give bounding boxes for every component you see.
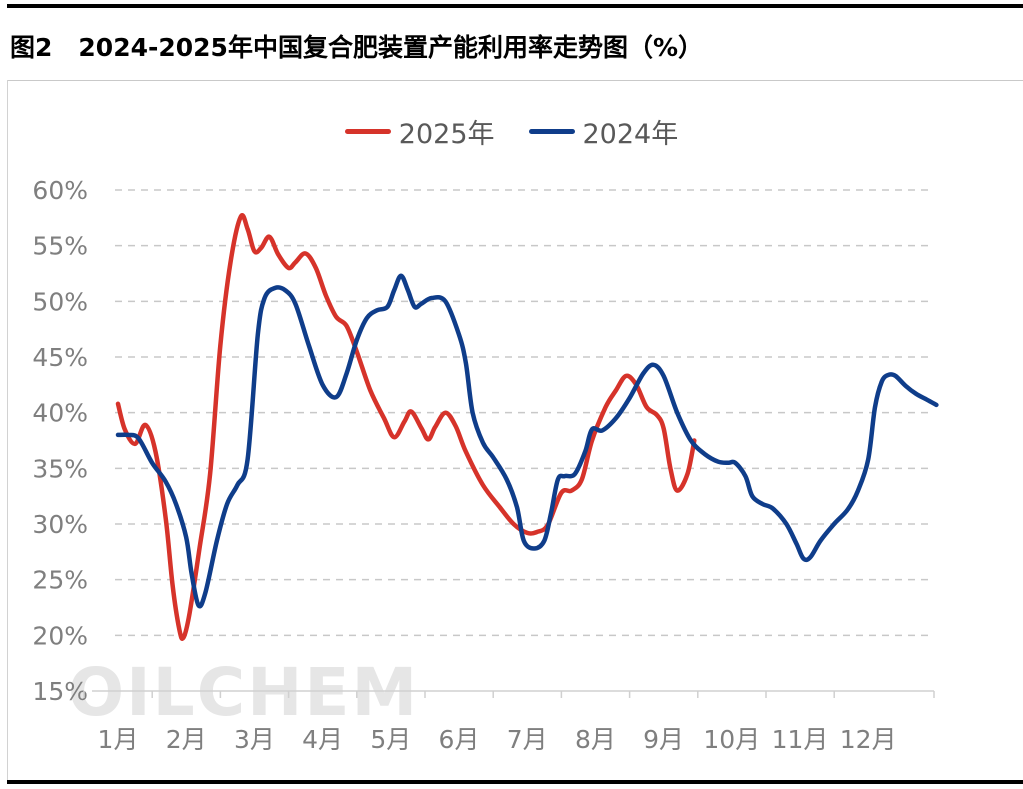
series-line-2024	[115, 273, 939, 609]
figure-title-row: 图2 2024-2025年中国复合肥装置产能利用率走势图（%）	[10, 26, 703, 66]
y-axis-ticks: 15% 20% 25% 30% 35% 40% 45% 50% 55% 60%	[32, 176, 88, 706]
y-tick-label: 50%	[32, 287, 88, 316]
y-tick-label: 60%	[32, 176, 88, 205]
x-tick-label: 5月	[370, 725, 411, 754]
x-tick-label: 9月	[643, 725, 684, 754]
y-tick-label: 45%	[32, 343, 88, 372]
x-tick-label: 12月	[840, 725, 897, 754]
y-tick-label: 25%	[32, 566, 88, 595]
y-tick-label: 40%	[32, 399, 88, 428]
legend-swatch-2025	[344, 129, 391, 134]
left-border	[7, 80, 8, 780]
chart-title: 2024-2025年中国复合肥装置产能利用率走势图（%）	[78, 33, 703, 62]
x-tick-label: 8月	[575, 725, 616, 754]
x-axis: 1月 2月 3月 4月 5月 6月 7月 8月 9月 10月 11月 12月	[83, 690, 935, 754]
bottom-rule	[7, 780, 1023, 784]
y-tick-label: 30%	[32, 510, 88, 539]
y-tick-label: 35%	[32, 454, 88, 483]
legend-label-2024: 2024年	[582, 119, 679, 150]
x-tick-label: 6月	[439, 725, 480, 754]
gridlines	[115, 189, 933, 637]
x-tick-label: 3月	[234, 725, 275, 754]
series-lines	[115, 213, 939, 641]
top-rule	[7, 4, 1023, 8]
watermark-text: OILCHEM	[68, 654, 419, 731]
x-tick-label: 10月	[703, 725, 760, 754]
legend-swatch-2024	[528, 129, 575, 134]
y-tick-label: 20%	[32, 621, 88, 650]
legend-item-2025: 2025年	[344, 112, 495, 151]
x-tick-label: 7月	[507, 725, 548, 754]
y-tick-label: 15%	[32, 677, 88, 706]
y-tick-label: 55%	[32, 232, 88, 261]
chart-legend: 2025年 2024年	[0, 112, 1023, 151]
x-tick-label: 2月	[166, 725, 207, 754]
legend-item-2024: 2024年	[528, 112, 679, 151]
title-separator	[7, 80, 1023, 81]
x-tick-label: 4月	[302, 725, 343, 754]
legend-label-2025: 2025年	[398, 119, 495, 150]
figure-number: 图2	[10, 33, 53, 62]
x-tick-label: 11月	[772, 725, 829, 754]
x-tick-label: 1月	[98, 725, 139, 754]
series-line-2025	[115, 213, 697, 641]
